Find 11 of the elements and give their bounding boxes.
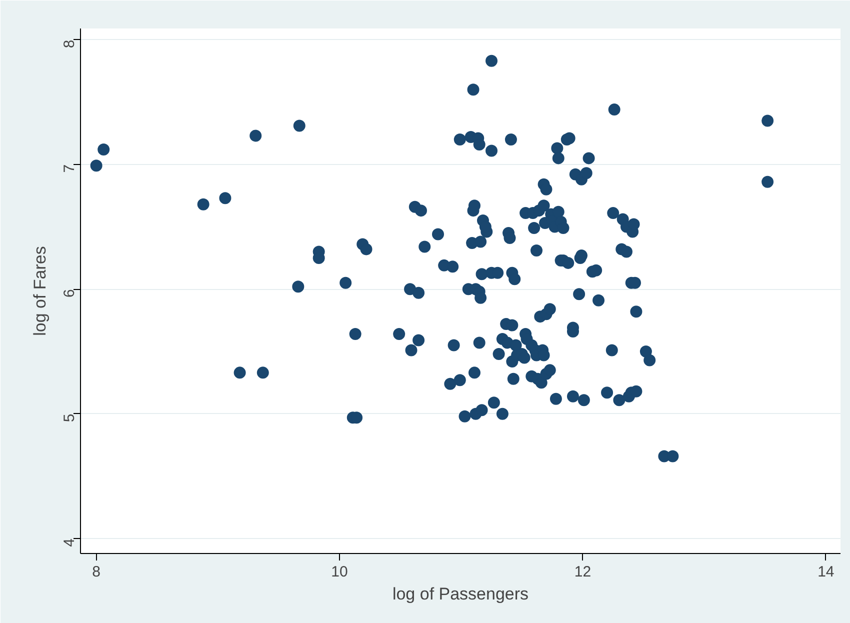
y-tick-label: 5 xyxy=(61,414,78,422)
y-tick-label: 7 xyxy=(61,164,78,173)
y-tick-label: 8 xyxy=(61,40,78,48)
x-tick-label: 8 xyxy=(92,564,100,580)
x-tick-label: 14 xyxy=(818,564,834,580)
x-tick-label: 10 xyxy=(331,564,348,580)
y-tick-label: 4 xyxy=(61,538,78,547)
y-tick-label: 6 xyxy=(61,289,78,298)
y-axis-title: log of Fares xyxy=(30,246,50,336)
x-tick-label: 12 xyxy=(574,564,592,580)
x-axis-title: log of Passengers xyxy=(392,584,529,604)
